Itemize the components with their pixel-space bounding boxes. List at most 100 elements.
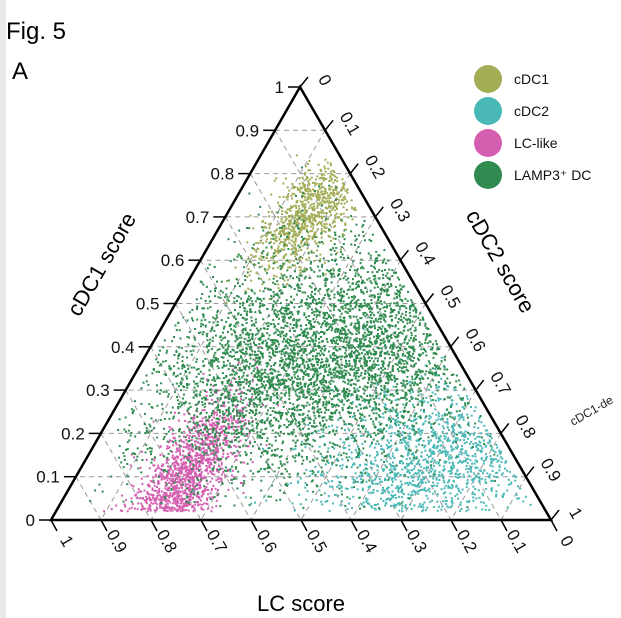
data-point (348, 428, 351, 431)
data-point (187, 427, 190, 430)
data-point (354, 366, 357, 369)
data-point (323, 230, 326, 233)
data-point (343, 202, 346, 205)
data-point (327, 447, 330, 450)
data-point (403, 474, 406, 477)
data-point (217, 309, 220, 312)
data-point (354, 448, 357, 451)
data-point (414, 472, 417, 475)
data-point (427, 401, 430, 404)
data-point (303, 188, 306, 191)
data-point (194, 444, 197, 446)
data-point (328, 193, 331, 196)
data-point (351, 507, 353, 509)
data-point (336, 176, 338, 179)
data-point (344, 428, 347, 431)
data-point (352, 368, 355, 371)
data-point (295, 293, 298, 296)
data-point (200, 462, 203, 465)
data-point (234, 405, 237, 407)
data-point (152, 502, 155, 505)
data-point (396, 502, 399, 505)
data-point (166, 479, 169, 482)
data-point (239, 302, 242, 305)
data-point (415, 457, 418, 460)
data-point (384, 464, 387, 467)
data-point (420, 431, 423, 434)
data-point (332, 502, 335, 505)
data-point (192, 450, 195, 453)
data-point (182, 446, 185, 448)
data-point (196, 441, 199, 444)
data-point (329, 164, 332, 167)
data-point (268, 381, 271, 384)
grid-line (75, 476, 102, 521)
data-point (196, 461, 199, 464)
data-point (321, 200, 324, 203)
data-point (312, 297, 315, 300)
data-point (171, 495, 173, 498)
data-point (279, 231, 282, 234)
data-point (377, 335, 379, 338)
data-point (412, 473, 415, 476)
data-point (192, 466, 194, 469)
data-point (155, 489, 158, 492)
data-point (457, 497, 459, 500)
data-point (196, 425, 199, 428)
data-point (369, 477, 372, 480)
data-point (253, 341, 255, 344)
data-point (450, 399, 453, 402)
data-point (178, 507, 181, 510)
data-point (152, 476, 155, 479)
data-point (432, 452, 435, 455)
data-point (437, 436, 440, 439)
data-point (190, 472, 193, 475)
data-point (211, 487, 213, 490)
data-point (359, 464, 362, 466)
data-point (360, 289, 363, 292)
data-point (176, 473, 179, 476)
data-point (451, 404, 454, 407)
data-point (498, 451, 501, 454)
data-point (313, 411, 316, 414)
data-point (293, 247, 296, 250)
data-point (187, 412, 190, 415)
data-point (247, 420, 250, 422)
data-point (296, 439, 299, 442)
data-point (497, 459, 500, 462)
data-point (182, 435, 185, 438)
data-point (401, 483, 403, 486)
data-point (320, 193, 323, 196)
data-point (405, 462, 408, 465)
data-point (335, 362, 337, 365)
data-point (186, 356, 189, 359)
data-point (417, 492, 420, 495)
data-point (329, 205, 332, 208)
data-point (367, 399, 370, 402)
data-point (238, 342, 241, 345)
data-point (409, 380, 412, 383)
data-point (230, 416, 233, 419)
data-point (422, 476, 425, 479)
data-point (345, 361, 348, 364)
data-point (432, 474, 435, 477)
data-point (236, 299, 238, 302)
data-point (174, 324, 177, 327)
data-point (371, 506, 373, 509)
data-point (421, 503, 424, 506)
data-point (308, 256, 311, 259)
data-point (222, 450, 225, 453)
data-point (342, 206, 345, 209)
data-point (332, 191, 335, 194)
data-point (296, 221, 299, 224)
data-point (362, 501, 365, 504)
data-point (453, 418, 456, 421)
data-point (323, 442, 326, 445)
data-point (289, 387, 292, 390)
data-point (446, 438, 449, 441)
data-point (489, 464, 492, 467)
data-point (247, 343, 249, 346)
data-point (392, 385, 395, 388)
data-point (342, 212, 345, 215)
data-point (376, 489, 379, 492)
